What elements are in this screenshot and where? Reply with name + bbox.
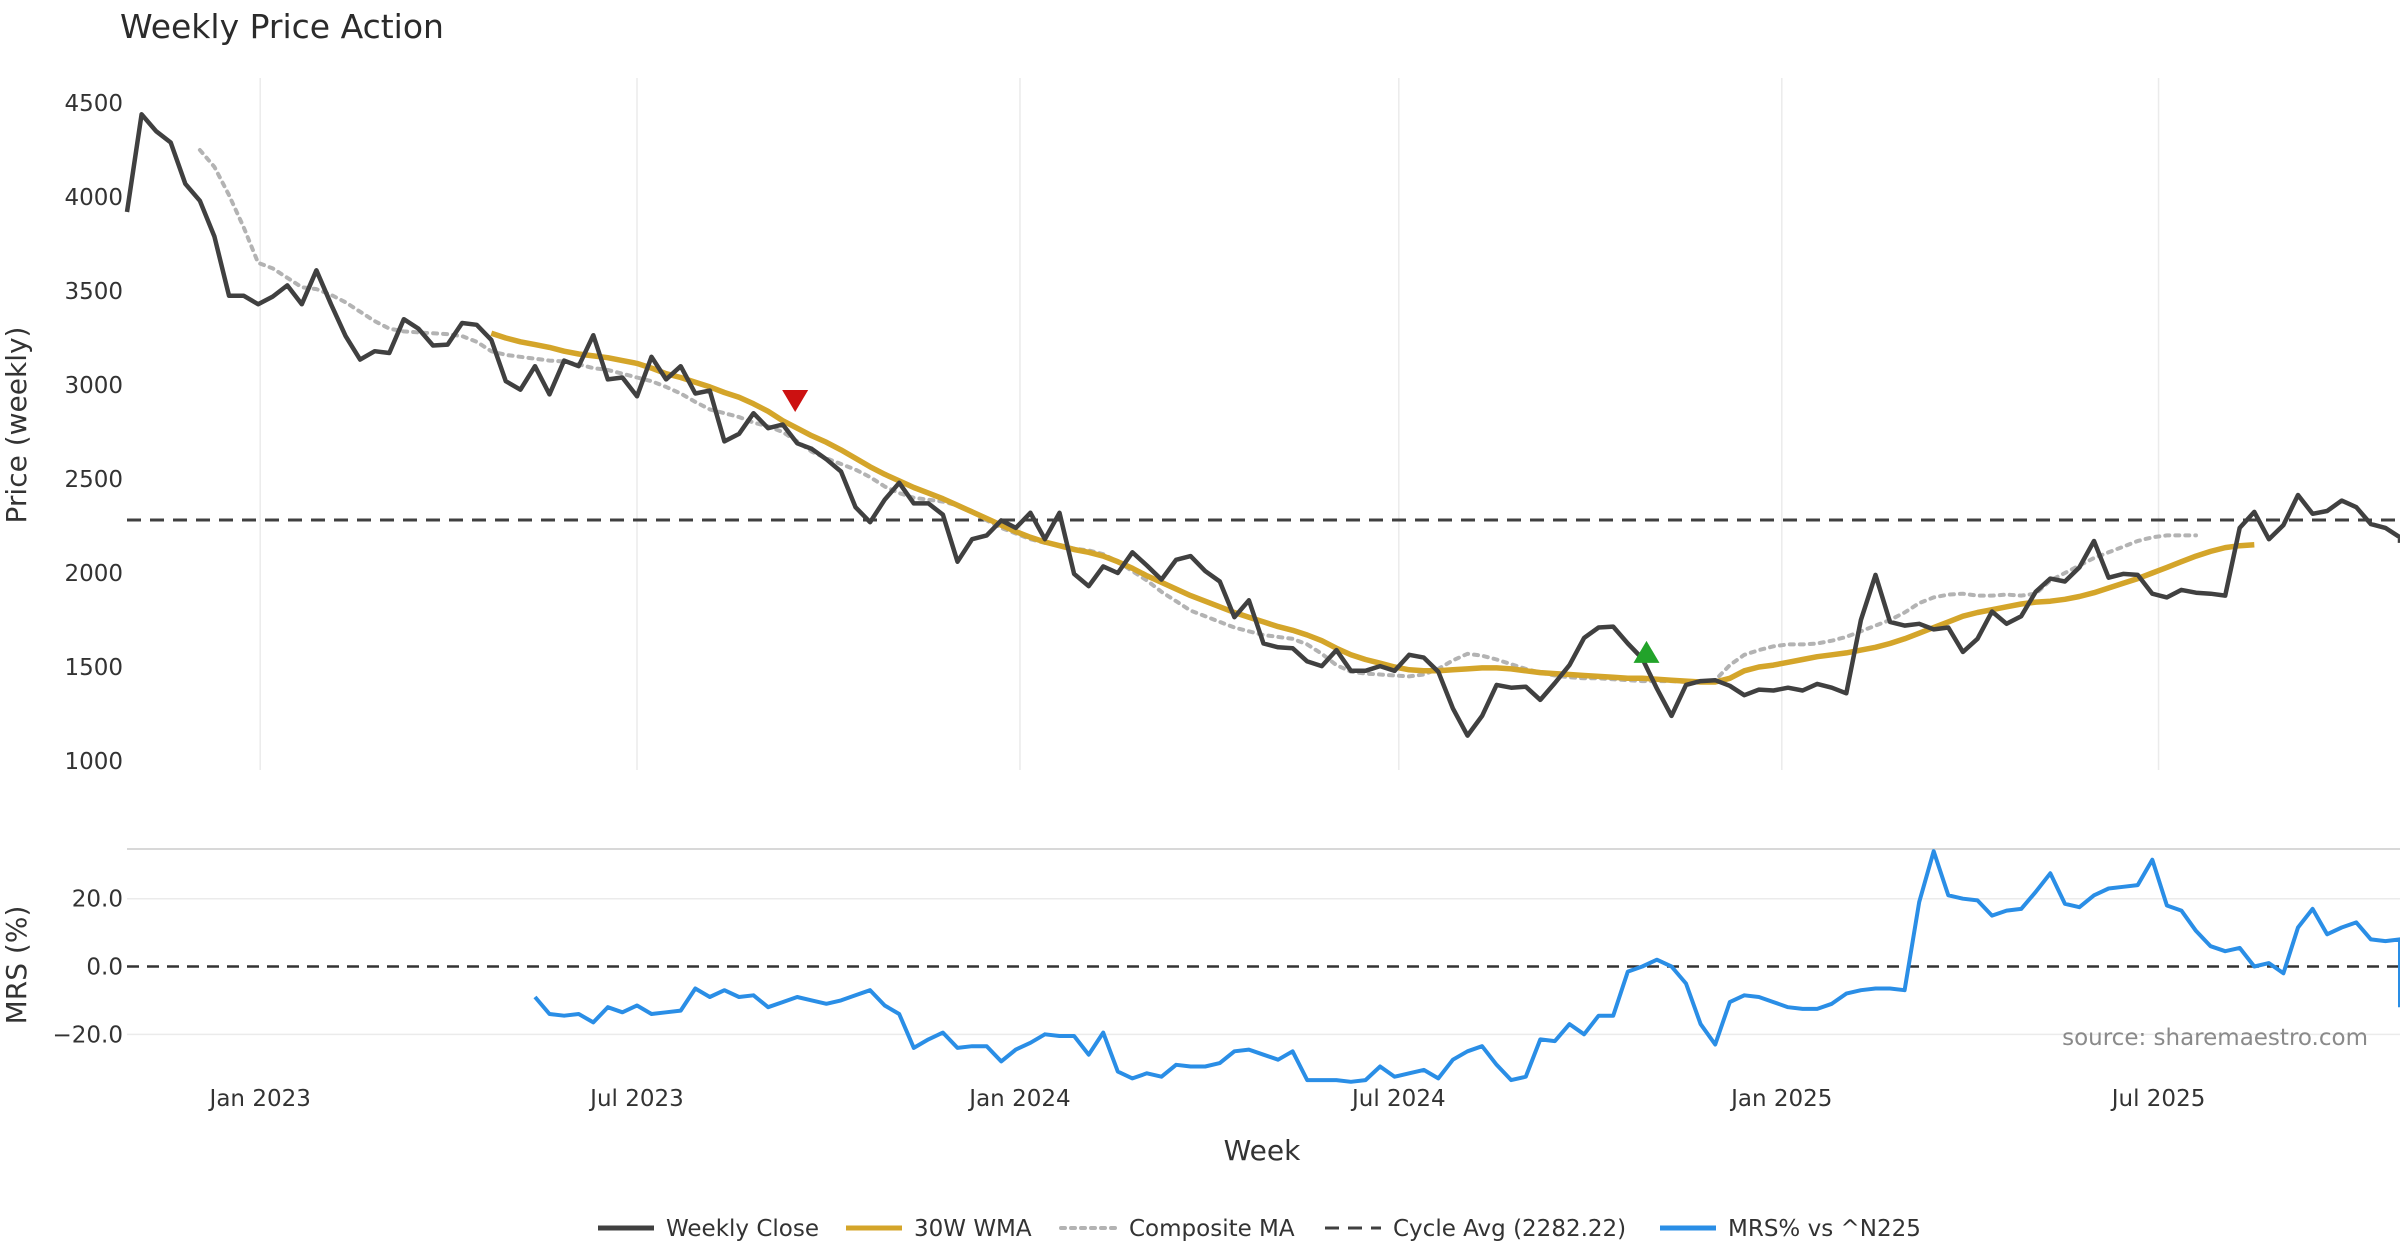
price-y-tick-label: 1000 xyxy=(64,749,123,775)
price-y-tick-label: 2500 xyxy=(64,467,123,493)
x-tick-label: Jan 2024 xyxy=(967,1086,1070,1112)
sell-signal-marker xyxy=(782,390,809,413)
legend-label-mrs: MRS% vs ^N225 xyxy=(1728,1216,1921,1242)
weekly-close-line xyxy=(124,112,2400,738)
wma-30w-line xyxy=(490,330,2255,685)
chart-title: Weekly Price Action xyxy=(120,7,444,46)
mrs-line xyxy=(533,849,2400,1084)
legend-label-cycle: Cycle Avg (2282.22) xyxy=(1393,1216,1626,1242)
price-series xyxy=(124,112,2400,738)
price-y-tick-label: 1500 xyxy=(64,655,123,681)
price-y-ticks: 1000 1500 2000 2500 3000 3500 4000 4500 xyxy=(64,91,123,775)
x-tick-label: Jan 2023 xyxy=(208,1086,311,1112)
mrs-y-axis-label: MRS (%) xyxy=(0,906,33,1025)
price-y-tick-label: 3500 xyxy=(64,279,123,305)
price-y-tick-label: 4000 xyxy=(64,185,123,211)
mrs-series xyxy=(127,849,2400,1084)
legend: Weekly Close 30W WMA Composite MA Cycle Avg… xyxy=(598,1216,1921,1242)
x-tick-label: Jul 2025 xyxy=(2110,1086,2206,1112)
mrs-y-ticks: 20.0 0.0 −20.0 xyxy=(53,887,123,1049)
x-tick-label: Jan 2025 xyxy=(1729,1086,1832,1112)
price-y-tick-label: 2000 xyxy=(64,561,123,587)
price-y-axis-label: Price (weekly) xyxy=(0,327,33,524)
mrs-grid xyxy=(127,897,2400,1036)
x-tick-label: Jul 2024 xyxy=(1350,1086,1446,1112)
buy-signal-marker xyxy=(1633,640,1660,663)
x-axis-label: Week xyxy=(1224,1134,1301,1167)
signal-markers xyxy=(782,390,1660,663)
x-ticks: Jan 2023 Jul 2023 Jan 2024 Jul 2024 Jan 2025… xyxy=(208,1086,2206,1112)
source-text: source: sharemaestro.com xyxy=(2062,1025,2368,1051)
legend-label-wma: 30W WMA xyxy=(914,1216,1032,1242)
x-tick-label: Jul 2023 xyxy=(588,1086,684,1112)
mrs-y-tick-label: 0.0 xyxy=(86,955,123,981)
mrs-y-tick-label: −20.0 xyxy=(53,1022,123,1048)
price-y-tick-label: 3000 xyxy=(64,373,123,399)
mrs-y-tick-label: 20.0 xyxy=(72,887,123,913)
legend-label-composite: Composite MA xyxy=(1129,1216,1295,1242)
price-grid xyxy=(259,78,2160,770)
composite-ma-line xyxy=(197,148,2198,684)
legend-label-close: Weekly Close xyxy=(666,1216,819,1242)
price-y-tick-label: 4500 xyxy=(64,91,123,117)
